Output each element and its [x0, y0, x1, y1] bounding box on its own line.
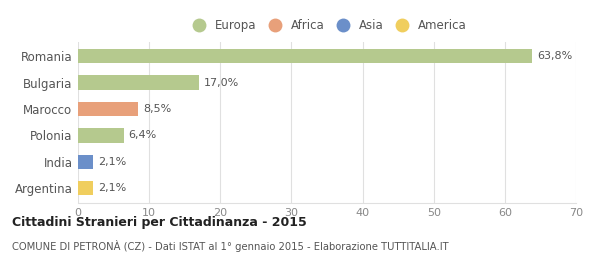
- Text: 6,4%: 6,4%: [128, 131, 157, 140]
- Text: 17,0%: 17,0%: [204, 77, 239, 88]
- Legend: Europa, Africa, Asia, America: Europa, Africa, Asia, America: [188, 20, 466, 32]
- Bar: [78, 128, 124, 143]
- Text: 2,1%: 2,1%: [98, 157, 126, 167]
- Text: 2,1%: 2,1%: [98, 183, 126, 193]
- Text: Cittadini Stranieri per Cittadinanza - 2015: Cittadini Stranieri per Cittadinanza - 2…: [12, 216, 307, 229]
- Bar: [78, 102, 139, 116]
- Bar: [78, 181, 93, 196]
- Text: COMUNE DI PETRONÀ (CZ) - Dati ISTAT al 1° gennaio 2015 - Elaborazione TUTTITALIA: COMUNE DI PETRONÀ (CZ) - Dati ISTAT al 1…: [12, 240, 449, 252]
- Bar: [78, 75, 199, 90]
- Bar: [78, 49, 532, 63]
- Text: 8,5%: 8,5%: [143, 104, 172, 114]
- Bar: [78, 154, 93, 169]
- Text: 63,8%: 63,8%: [537, 51, 572, 61]
